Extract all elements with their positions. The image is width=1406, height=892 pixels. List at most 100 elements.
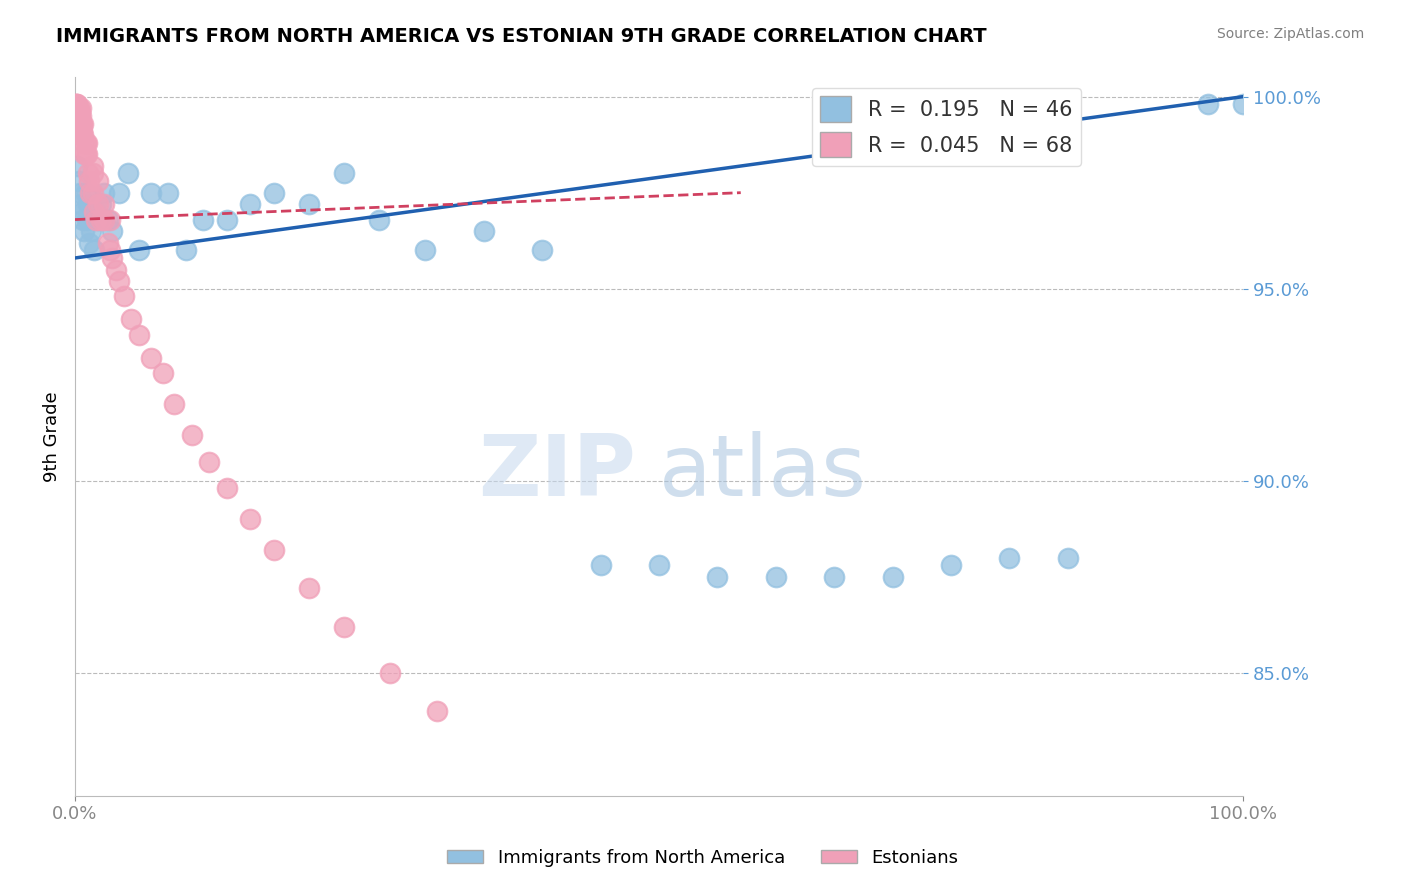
Point bbox=[69, 120, 91, 135]
Point bbox=[87, 212, 110, 227]
Point bbox=[297, 197, 319, 211]
Point bbox=[239, 197, 262, 211]
Point bbox=[73, 136, 96, 150]
Point bbox=[73, 224, 96, 238]
Point bbox=[157, 186, 180, 200]
Point bbox=[589, 558, 612, 573]
Point bbox=[70, 101, 93, 115]
Point bbox=[415, 244, 437, 258]
Point bbox=[648, 558, 671, 573]
Point bbox=[65, 97, 87, 112]
Point bbox=[112, 289, 135, 303]
Point bbox=[69, 105, 91, 120]
Point bbox=[198, 454, 221, 468]
Point bbox=[426, 704, 449, 718]
Point bbox=[75, 136, 97, 150]
Point bbox=[128, 244, 150, 258]
Point bbox=[70, 116, 93, 130]
Point bbox=[75, 147, 97, 161]
Text: Source: ZipAtlas.com: Source: ZipAtlas.com bbox=[1216, 27, 1364, 41]
Point bbox=[120, 312, 142, 326]
Point bbox=[76, 136, 98, 150]
Point bbox=[70, 197, 93, 211]
Point bbox=[79, 186, 101, 200]
Point bbox=[65, 112, 87, 127]
Point bbox=[70, 128, 93, 142]
Text: IMMIGRANTS FROM NORTH AMERICA VS ESTONIAN 9TH GRADE CORRELATION CHART: IMMIGRANTS FROM NORTH AMERICA VS ESTONIA… bbox=[56, 27, 987, 45]
Point bbox=[215, 212, 238, 227]
Point bbox=[70, 128, 93, 142]
Point bbox=[70, 109, 93, 123]
Point bbox=[72, 128, 94, 142]
Point bbox=[65, 109, 87, 123]
Point bbox=[77, 174, 100, 188]
Point bbox=[1232, 97, 1254, 112]
Point bbox=[380, 665, 402, 680]
Point bbox=[139, 351, 162, 365]
Point bbox=[367, 212, 389, 227]
Point bbox=[97, 235, 120, 250]
Point bbox=[76, 197, 98, 211]
Point bbox=[69, 186, 91, 200]
Point bbox=[117, 166, 139, 180]
Point bbox=[82, 186, 104, 200]
Point bbox=[128, 327, 150, 342]
Point bbox=[98, 212, 121, 227]
Point bbox=[84, 212, 107, 227]
Point bbox=[66, 97, 89, 112]
Point bbox=[70, 116, 93, 130]
Point bbox=[76, 147, 98, 161]
Point bbox=[263, 542, 285, 557]
Point bbox=[215, 482, 238, 496]
Point bbox=[87, 174, 110, 188]
Point bbox=[66, 101, 89, 115]
Point bbox=[67, 105, 90, 120]
Point bbox=[152, 366, 174, 380]
Point bbox=[76, 166, 98, 180]
Point bbox=[66, 159, 89, 173]
Point bbox=[65, 97, 87, 112]
Point bbox=[90, 197, 112, 211]
Text: ZIP: ZIP bbox=[478, 431, 636, 514]
Text: atlas: atlas bbox=[659, 431, 868, 514]
Point bbox=[66, 101, 89, 115]
Point bbox=[70, 124, 93, 138]
Point bbox=[297, 582, 319, 596]
Y-axis label: 9th Grade: 9th Grade bbox=[44, 392, 60, 482]
Point bbox=[82, 159, 104, 173]
Point bbox=[180, 427, 202, 442]
Point bbox=[75, 186, 97, 200]
Point bbox=[332, 620, 354, 634]
Point bbox=[67, 120, 90, 135]
Point bbox=[72, 212, 94, 227]
Point bbox=[139, 186, 162, 200]
Point bbox=[69, 112, 91, 127]
Point bbox=[1197, 97, 1219, 112]
Point bbox=[70, 205, 93, 219]
Point bbox=[87, 197, 110, 211]
Point bbox=[531, 244, 554, 258]
Point bbox=[101, 224, 124, 238]
Point bbox=[998, 550, 1021, 565]
Point bbox=[765, 570, 787, 584]
Point bbox=[706, 570, 728, 584]
Point bbox=[90, 212, 112, 227]
Point bbox=[84, 205, 107, 219]
Point bbox=[82, 166, 104, 180]
Point bbox=[67, 174, 90, 188]
Point bbox=[472, 224, 495, 238]
Legend: Immigrants from North America, Estonians: Immigrants from North America, Estonians bbox=[440, 842, 966, 874]
Point bbox=[93, 186, 115, 200]
Point bbox=[77, 235, 100, 250]
Point bbox=[93, 197, 115, 211]
Point bbox=[83, 205, 105, 219]
Point bbox=[73, 147, 96, 161]
Point bbox=[263, 186, 285, 200]
Point bbox=[98, 244, 121, 258]
Point bbox=[67, 112, 90, 127]
Point bbox=[72, 116, 94, 130]
Point bbox=[97, 212, 120, 227]
Point bbox=[174, 244, 197, 258]
Point bbox=[93, 212, 115, 227]
Point bbox=[80, 224, 103, 238]
